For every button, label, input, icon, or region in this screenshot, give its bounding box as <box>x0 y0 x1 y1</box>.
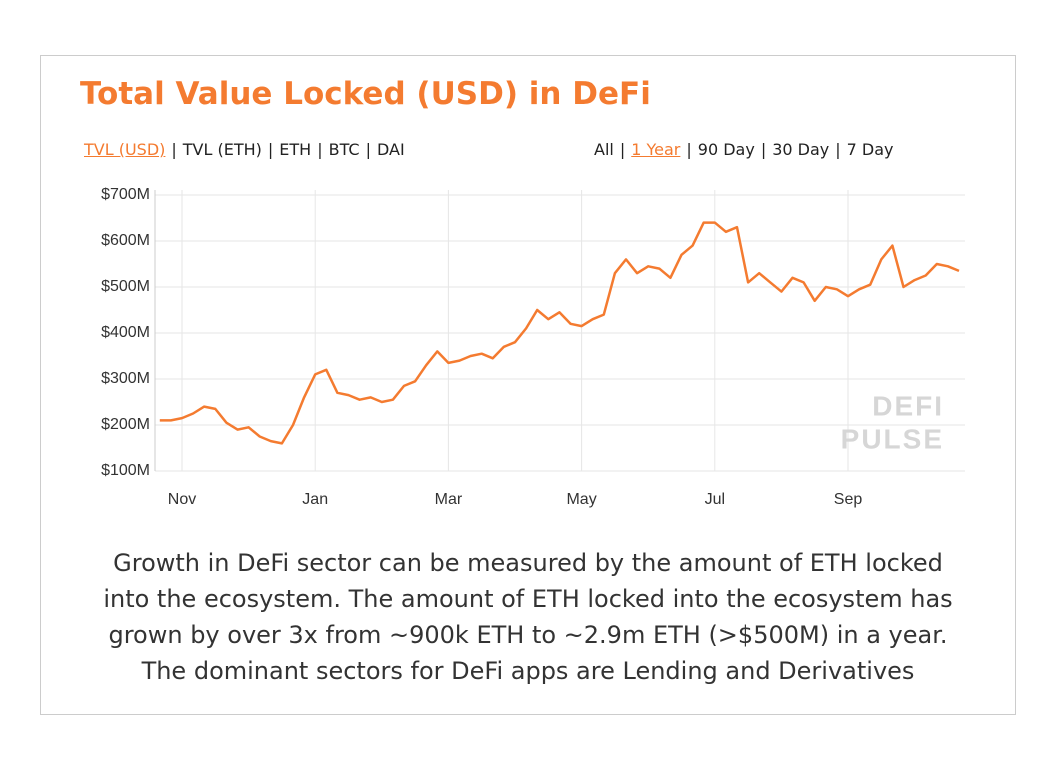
y-tick-label: $200M <box>101 416 150 433</box>
tab[interactable]: 7 Day <box>846 140 894 159</box>
tab[interactable]: 1 Year <box>631 140 681 159</box>
tvl-line <box>159 221 960 445</box>
y-tick-label: $700M <box>101 186 150 203</box>
separator: | <box>317 140 323 159</box>
tab[interactable]: 30 Day <box>772 140 830 159</box>
tab[interactable]: TVL (USD) <box>84 140 166 159</box>
caption-line: into the ecosystem. The amount of ETH lo… <box>103 585 953 613</box>
x-tick-label: Mar <box>435 491 463 508</box>
range-tabs: All | 1 Year | 90 Day | 30 Day | 7 Day <box>594 140 894 159</box>
y-tick-label: $100M <box>101 462 150 479</box>
tab[interactable]: ETH <box>279 140 312 159</box>
caption-line: The dominant sectors for DeFi apps are L… <box>141 657 915 685</box>
separator: | <box>686 140 692 159</box>
x-tick-label: Sep <box>834 491 863 508</box>
tab[interactable]: All <box>594 140 614 159</box>
separator: | <box>171 140 177 159</box>
caption: Growth in DeFi sector can be measured by… <box>40 545 1016 689</box>
caption-line: grown by over 3x from ~900k ETH to ~2.9m… <box>108 621 948 649</box>
tab[interactable]: TVL (ETH) <box>182 140 262 159</box>
metric-tabs: TVL (USD) | TVL (ETH) | ETH | BTC | DAI <box>84 140 405 159</box>
tab[interactable]: DAI <box>376 140 405 159</box>
x-tick-label: Nov <box>168 491 196 508</box>
x-tick-label: Jan <box>302 491 328 508</box>
y-tick-label: $400M <box>101 324 150 341</box>
tab[interactable]: 90 Day <box>697 140 755 159</box>
y-tick-label: $300M <box>101 370 150 387</box>
separator: | <box>835 140 841 159</box>
separator: | <box>365 140 371 159</box>
card <box>40 55 1016 715</box>
x-tick-label: Jul <box>705 491 725 508</box>
separator: | <box>760 140 767 159</box>
y-tick-label: $600M <box>101 232 150 249</box>
separator: | <box>267 140 274 159</box>
tab[interactable]: BTC <box>328 140 360 159</box>
chart-title: Total Value Locked (USD) in DeFi <box>80 76 651 112</box>
y-tick-label: $500M <box>101 278 150 295</box>
watermark-text: PULSE <box>841 423 944 454</box>
watermark-text: DEFI <box>872 390 944 421</box>
caption-line: Growth in DeFi sector can be measured by… <box>113 549 943 577</box>
separator: | <box>619 140 626 159</box>
x-tick-label: May <box>566 491 596 508</box>
